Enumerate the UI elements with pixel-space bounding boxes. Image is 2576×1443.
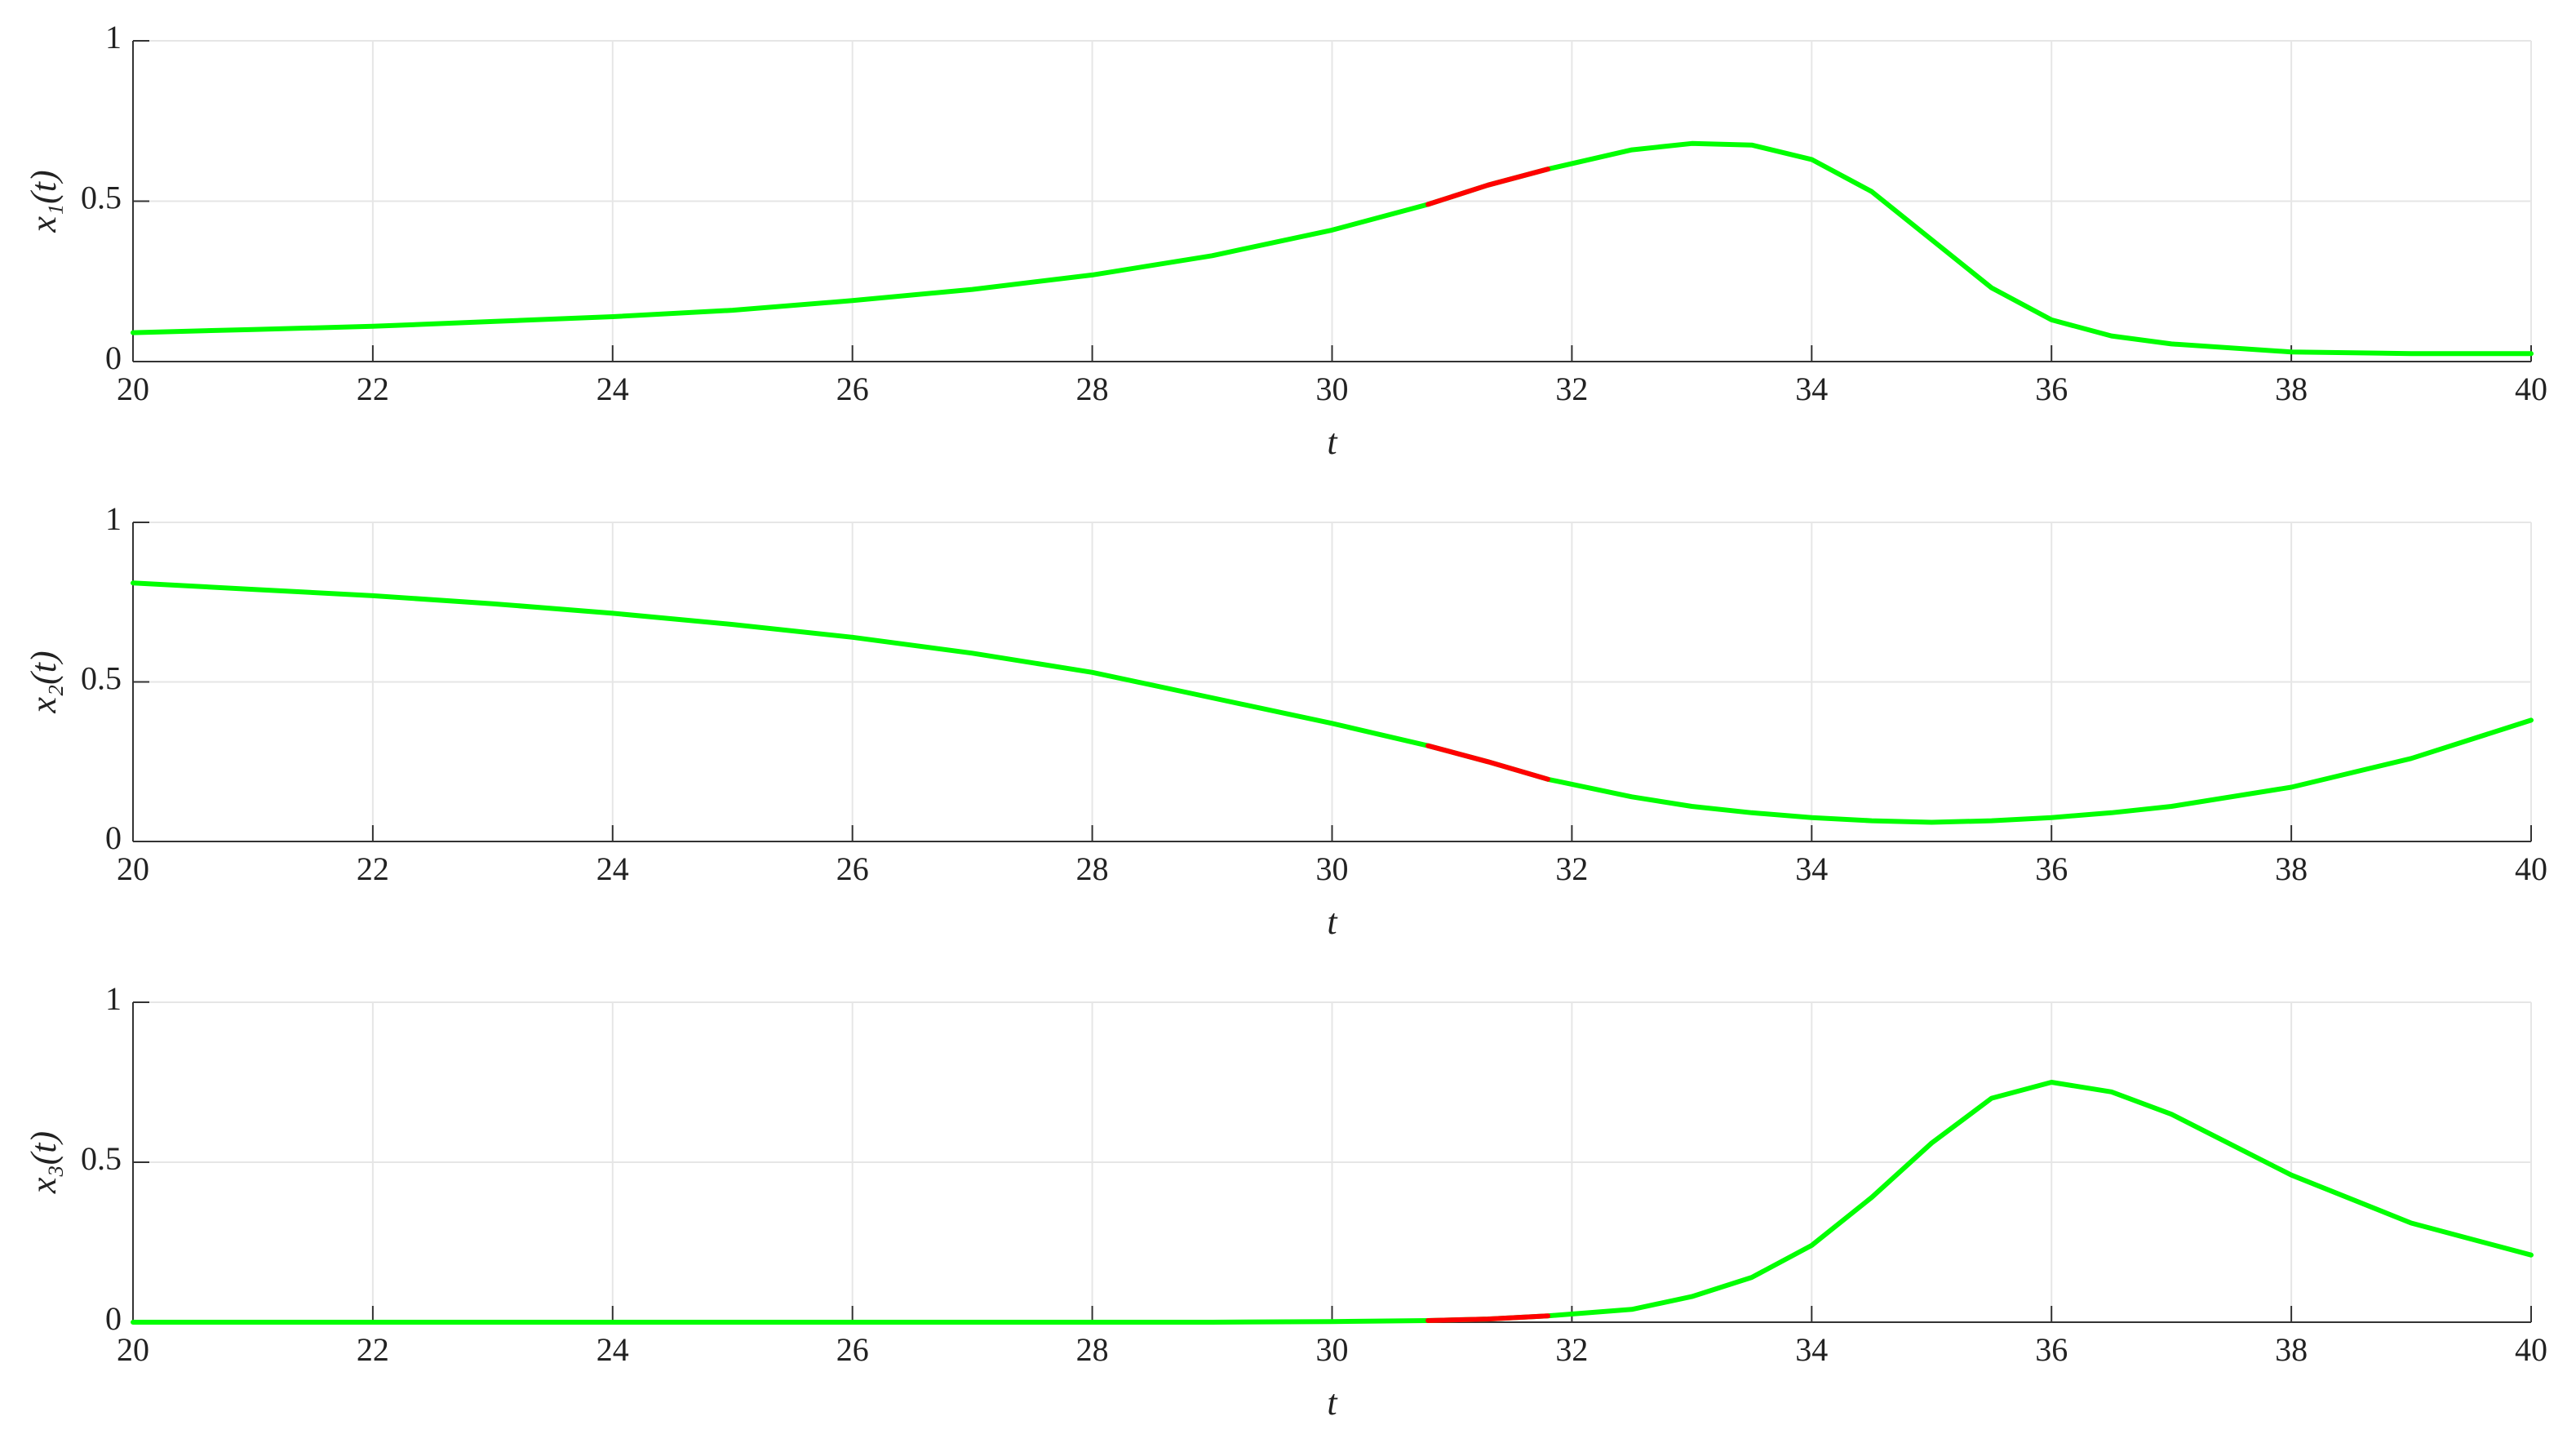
x-tick-label: 28 — [1076, 1331, 1109, 1368]
y-tick-label: 0 — [105, 819, 122, 856]
x-tick-label: 36 — [2035, 850, 2068, 887]
y-tick-label: 1 — [105, 19, 122, 56]
y-axis-label: x₃(t) — [24, 1131, 64, 1194]
x-tick-label: 40 — [2515, 850, 2547, 887]
y-tick-label: 0.5 — [81, 180, 122, 216]
x-tick-label: 40 — [2515, 1331, 2547, 1368]
x-tick-label: 22 — [357, 1331, 389, 1368]
x-tick-label: 38 — [2275, 371, 2308, 407]
data-line — [1425, 743, 1550, 782]
x-tick-label: 22 — [357, 371, 389, 407]
subplot: 20 22 24 26 28 30 32 34 36 38 40 0 0.5 1 t x₁(t) — [24, 19, 2547, 462]
y-tick-label: 0.5 — [81, 660, 122, 697]
x-tick-label: 26 — [836, 850, 869, 887]
x-axis-label: t — [1327, 422, 1338, 462]
y-tick-label: 1 — [105, 980, 122, 1017]
y-tick-label: 0.5 — [81, 1140, 122, 1177]
x-tick-label: 38 — [2275, 850, 2308, 887]
x-tick-label: 32 — [1555, 1331, 1588, 1368]
x-tick-label: 26 — [836, 371, 869, 407]
x-tick-label: 30 — [1316, 371, 1349, 407]
x-tick-label: 20 — [117, 850, 149, 887]
data-line — [1425, 1313, 1550, 1323]
x-tick-label: 40 — [2515, 371, 2547, 407]
x-tick-label: 26 — [836, 1331, 869, 1368]
subplot: 20 22 24 26 28 30 32 34 36 38 40 0 0.5 1 t x₃(t) — [24, 980, 2547, 1423]
x-tick-label: 20 — [117, 1331, 149, 1368]
x-tick-label: 36 — [2035, 1331, 2068, 1368]
x-tick-label: 32 — [1555, 371, 1588, 407]
x-tick-label: 34 — [1795, 1331, 1828, 1368]
x-axis-label: t — [1327, 1383, 1338, 1423]
x-tick-label: 24 — [596, 1331, 629, 1368]
x-tick-label: 32 — [1555, 850, 1588, 887]
x-tick-label: 20 — [117, 371, 149, 407]
x-tick-label: 38 — [2275, 1331, 2308, 1368]
y-axis-label: x₂(t) — [24, 650, 64, 713]
data-line — [1425, 166, 1550, 207]
y-tick-label: 1 — [105, 500, 122, 537]
subplot: 20 22 24 26 28 30 32 34 36 38 40 0 0.5 1 t x₂(t) — [24, 500, 2547, 942]
x-tick-label: 22 — [357, 850, 389, 887]
x-tick-label: 28 — [1076, 850, 1109, 887]
y-tick-label: 0 — [105, 340, 122, 376]
x-tick-label: 36 — [2035, 371, 2068, 407]
y-axis-label: x₁(t) — [24, 170, 64, 233]
x-tick-label: 30 — [1316, 850, 1349, 887]
x-tick-label: 24 — [596, 850, 629, 887]
x-tick-label: 30 — [1316, 1331, 1349, 1368]
x-tick-label: 34 — [1795, 371, 1828, 407]
x-tick-label: 24 — [596, 371, 629, 407]
x-axis-label: t — [1327, 902, 1338, 942]
x-tick-label: 34 — [1795, 850, 1828, 887]
y-tick-label: 0 — [105, 1300, 122, 1337]
x-tick-label: 28 — [1076, 371, 1109, 407]
